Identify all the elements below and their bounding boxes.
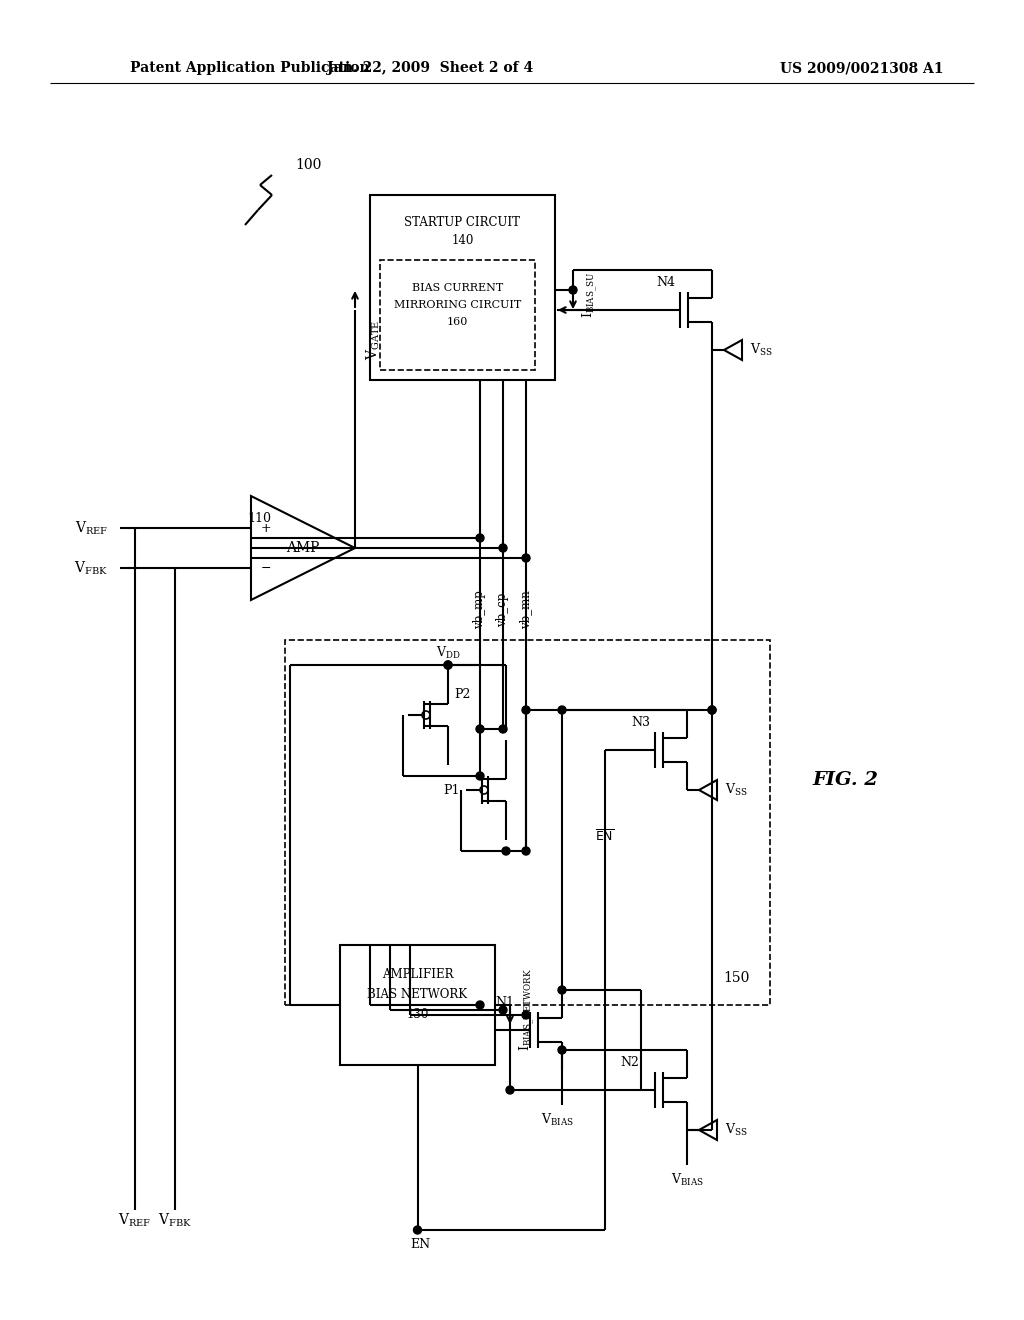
Circle shape (422, 711, 430, 719)
Text: N2: N2 (621, 1056, 639, 1068)
Text: vb_cp: vb_cp (497, 593, 510, 627)
Text: AMPLIFIER: AMPLIFIER (382, 969, 454, 982)
Circle shape (476, 1001, 484, 1008)
Circle shape (558, 1045, 566, 1053)
Text: MIRRORING CIRCUIT: MIRRORING CIRCUIT (394, 300, 521, 310)
Text: V$_{\mathregular{REF}}$: V$_{\mathregular{REF}}$ (119, 1212, 152, 1229)
Circle shape (708, 706, 716, 714)
Polygon shape (699, 1119, 717, 1140)
Text: V$_{\mathregular{SS}}$: V$_{\mathregular{SS}}$ (725, 781, 748, 799)
Circle shape (480, 785, 488, 795)
Bar (340, 945, 495, 1065)
Text: V$_{\mathregular{SS}}$: V$_{\mathregular{SS}}$ (750, 342, 773, 358)
Text: N3: N3 (631, 715, 650, 729)
Text: P1: P1 (443, 784, 460, 796)
Circle shape (476, 535, 484, 543)
Text: −: − (261, 561, 271, 574)
Text: 110: 110 (248, 511, 271, 524)
Text: V$_{\mathregular{DD}}$: V$_{\mathregular{DD}}$ (435, 645, 461, 661)
Circle shape (476, 772, 484, 780)
Text: I$_{\mathregular{BIAS\_SU}}$: I$_{\mathregular{BIAS\_SU}}$ (581, 272, 600, 318)
Text: vb_mp: vb_mp (473, 590, 486, 630)
Circle shape (506, 1086, 514, 1094)
Circle shape (414, 1226, 422, 1234)
Circle shape (558, 706, 566, 714)
Circle shape (522, 847, 530, 855)
Text: 100: 100 (295, 158, 322, 172)
Bar (285, 640, 770, 1005)
Circle shape (444, 661, 452, 669)
Text: BIAS NETWORK: BIAS NETWORK (368, 989, 468, 1002)
Circle shape (558, 986, 566, 994)
Text: vb_mn: vb_mn (519, 590, 532, 630)
Text: V$_{\mathregular{FBK}}$: V$_{\mathregular{FBK}}$ (75, 560, 108, 577)
Text: 140: 140 (452, 234, 474, 247)
Text: BIAS CURRENT: BIAS CURRENT (412, 282, 503, 293)
Text: V$_{\mathregular{SS}}$: V$_{\mathregular{SS}}$ (725, 1122, 748, 1138)
Text: V$_{\mathregular{BIAS}}$: V$_{\mathregular{BIAS}}$ (671, 1172, 703, 1188)
Circle shape (499, 725, 507, 733)
Circle shape (522, 1011, 530, 1019)
Circle shape (569, 286, 577, 294)
Text: N4: N4 (656, 276, 675, 289)
Polygon shape (251, 496, 355, 601)
Bar (370, 195, 555, 380)
Polygon shape (724, 341, 742, 360)
Text: V$_{\mathregular{GATE}}$: V$_{\mathregular{GATE}}$ (365, 319, 382, 360)
Circle shape (708, 706, 716, 714)
Bar (380, 260, 535, 370)
Circle shape (502, 847, 510, 855)
Text: US 2009/0021308 A1: US 2009/0021308 A1 (780, 61, 943, 75)
Text: V$_{\mathregular{REF}}$: V$_{\mathregular{REF}}$ (75, 519, 108, 537)
Circle shape (499, 1006, 507, 1014)
Text: V$_{\mathregular{BIAS}}$: V$_{\mathregular{BIAS}}$ (541, 1111, 573, 1129)
Text: N1: N1 (495, 995, 514, 1008)
Polygon shape (699, 780, 717, 800)
Text: EN: EN (410, 1238, 430, 1251)
Text: 150: 150 (724, 972, 750, 985)
Text: Jan. 22, 2009  Sheet 2 of 4: Jan. 22, 2009 Sheet 2 of 4 (327, 61, 534, 75)
Circle shape (522, 706, 530, 714)
Text: FIG. 2: FIG. 2 (812, 771, 878, 789)
Circle shape (522, 554, 530, 562)
Circle shape (499, 544, 507, 552)
Circle shape (476, 725, 484, 733)
Text: 130: 130 (407, 1008, 429, 1022)
Text: +: + (261, 521, 271, 535)
Text: V$_{\mathregular{FBK}}$: V$_{\mathregular{FBK}}$ (158, 1212, 191, 1229)
Text: I$_{\mathregular{BIAS\_NETWORK}}$: I$_{\mathregular{BIAS\_NETWORK}}$ (518, 969, 538, 1052)
Text: 160: 160 (446, 317, 468, 327)
Text: P2: P2 (454, 689, 470, 701)
Text: $\overline{\rm EN}$: $\overline{\rm EN}$ (595, 829, 614, 845)
Circle shape (444, 661, 452, 669)
Text: STARTUP CIRCUIT: STARTUP CIRCUIT (404, 216, 520, 230)
Text: AMP: AMP (287, 541, 319, 554)
Text: Patent Application Publication: Patent Application Publication (130, 61, 370, 75)
